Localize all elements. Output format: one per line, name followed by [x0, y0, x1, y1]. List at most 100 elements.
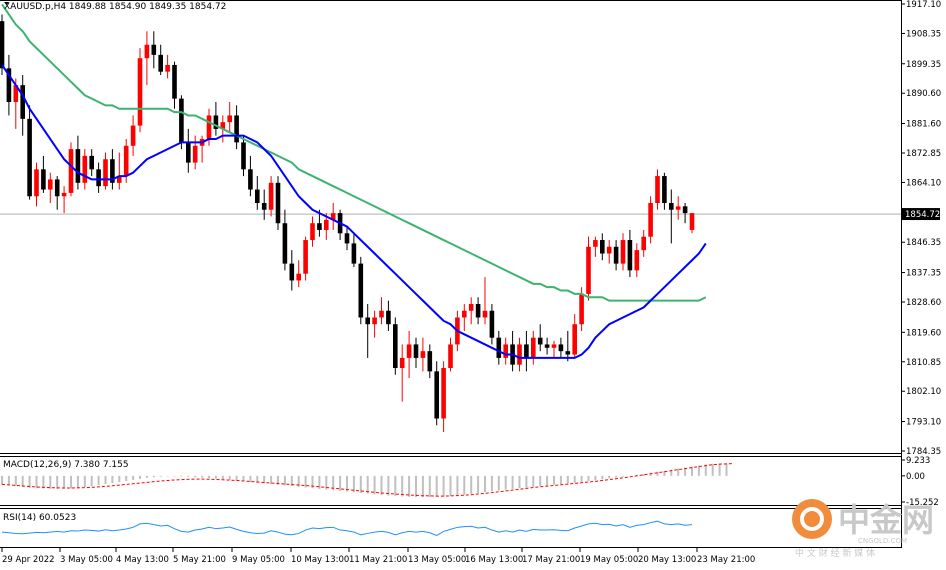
time-tick-label: 10 May 13:00	[291, 555, 349, 565]
header-arrow-icon	[4, 2, 9, 5]
candle-body	[503, 344, 508, 358]
candle-body	[606, 246, 612, 254]
candle-body	[27, 118, 32, 197]
candle-body	[89, 155, 94, 170]
candle-body	[268, 182, 274, 210]
price-tick-label: 1864.10	[906, 178, 941, 188]
candle-body	[641, 236, 646, 251]
candle-body	[627, 240, 633, 271]
candle-body	[165, 64, 170, 72]
candle-body	[96, 169, 101, 187]
macd-signal-line	[1, 463, 734, 497]
current-price-tag: 1854.72	[902, 208, 940, 221]
price-tick-label: 1819.60	[906, 328, 941, 338]
time-tick-label: 4 May 13:00	[116, 555, 169, 565]
candle-body	[275, 182, 281, 224]
candle-body	[406, 344, 412, 358]
candle-body	[524, 344, 529, 358]
candle-body	[248, 169, 253, 190]
price-tick-label: 1810.85	[906, 358, 941, 368]
candle-body	[351, 243, 357, 264]
frames	[0, 0, 902, 548]
candle-body	[192, 145, 198, 163]
candle-body	[634, 250, 640, 271]
time-tick-label: 19 May 05:00	[580, 555, 638, 565]
candle-body	[151, 44, 157, 55]
candle-body	[379, 310, 384, 318]
candle-body	[61, 192, 67, 197]
candle-body	[648, 203, 653, 237]
candle-body	[662, 176, 667, 204]
candle-body	[544, 344, 550, 348]
watermark-logo-icon	[792, 499, 832, 539]
macd-tick-label: 0.00	[906, 472, 925, 482]
price-tick-label: 1828.60	[906, 298, 941, 308]
candle-body	[303, 240, 308, 274]
candle-body	[517, 344, 522, 365]
candle-body	[172, 64, 177, 99]
candle-body	[613, 246, 619, 264]
candle-body	[358, 263, 364, 318]
candle-body	[558, 344, 564, 352]
candle-body	[117, 176, 122, 183]
candle-body	[144, 44, 150, 59]
candle-body	[241, 142, 246, 170]
candle-body	[13, 85, 19, 102]
candle-body	[75, 149, 81, 183]
candle-body	[206, 115, 212, 140]
price-tick-label: 1793.10	[906, 418, 941, 428]
candle-body	[386, 310, 391, 325]
candle-body	[137, 58, 143, 126]
candle-body	[68, 149, 74, 193]
candle-body	[682, 206, 688, 214]
candle-body	[261, 203, 267, 210]
current-price-label: 1854.72	[905, 210, 940, 220]
candle-body	[669, 203, 674, 210]
candle-body	[123, 145, 129, 177]
candle-body	[593, 240, 598, 247]
candle-body	[441, 367, 446, 419]
candle-body	[179, 98, 184, 143]
candle-body	[227, 115, 232, 123]
candle-body	[551, 344, 557, 348]
symbol-header: XAUUSD.p,H4 1849.88 1854.90 1849.35 1854…	[4, 2, 226, 12]
watermark-subtitle: 中 文 财 经 新 媒 体	[795, 547, 875, 559]
price-axis: 1917.10 1908.35 1899.35 1890.60 1881.60 1872.…	[901, 0, 941, 457]
time-tick-label: 13 May 05:00	[408, 555, 466, 565]
price-tick-label: 1784.35	[906, 447, 941, 457]
candle-body	[0, 21, 5, 69]
candle-body	[48, 179, 53, 190]
candle-body	[689, 213, 695, 230]
candle-body	[620, 240, 626, 264]
candle-body	[496, 337, 502, 358]
price-tick-label: 1837.35	[906, 269, 941, 279]
candle-body	[600, 240, 605, 254]
candle-body	[103, 159, 108, 187]
rsi-label: RSI(14) 60.0523	[3, 513, 76, 523]
price-tick-label: 1846.35	[906, 238, 941, 248]
price-tick-label: 1899.35	[906, 60, 941, 70]
candle-body	[41, 169, 46, 190]
candle-body	[110, 159, 115, 183]
candle-body	[537, 337, 543, 345]
candle-body	[579, 293, 584, 325]
time-tick-label: 20 May 13:00	[638, 555, 696, 565]
time-tick-label: 29 Apr 2022	[2, 555, 55, 565]
candle-body	[54, 179, 60, 197]
candle-body	[462, 310, 467, 318]
candle-body	[434, 371, 439, 419]
candle-body	[289, 263, 295, 281]
candle-body	[330, 213, 336, 220]
candle-body	[82, 155, 88, 183]
candle-body	[130, 125, 136, 146]
macd-label: MACD(12,26,9) 7.380 7.155	[3, 460, 129, 470]
price-tick-label: 1917.10	[906, 0, 941, 10]
candle-body	[586, 246, 591, 294]
candle-body	[482, 310, 488, 318]
candle-body	[34, 169, 39, 197]
price-tick-label: 1872.85	[906, 149, 941, 159]
price-tick-label: 1881.60	[906, 120, 941, 130]
price-tick-label: 1802.10	[906, 387, 941, 397]
candle-body	[475, 304, 481, 318]
price-tick-label: 1908.35	[906, 29, 941, 39]
